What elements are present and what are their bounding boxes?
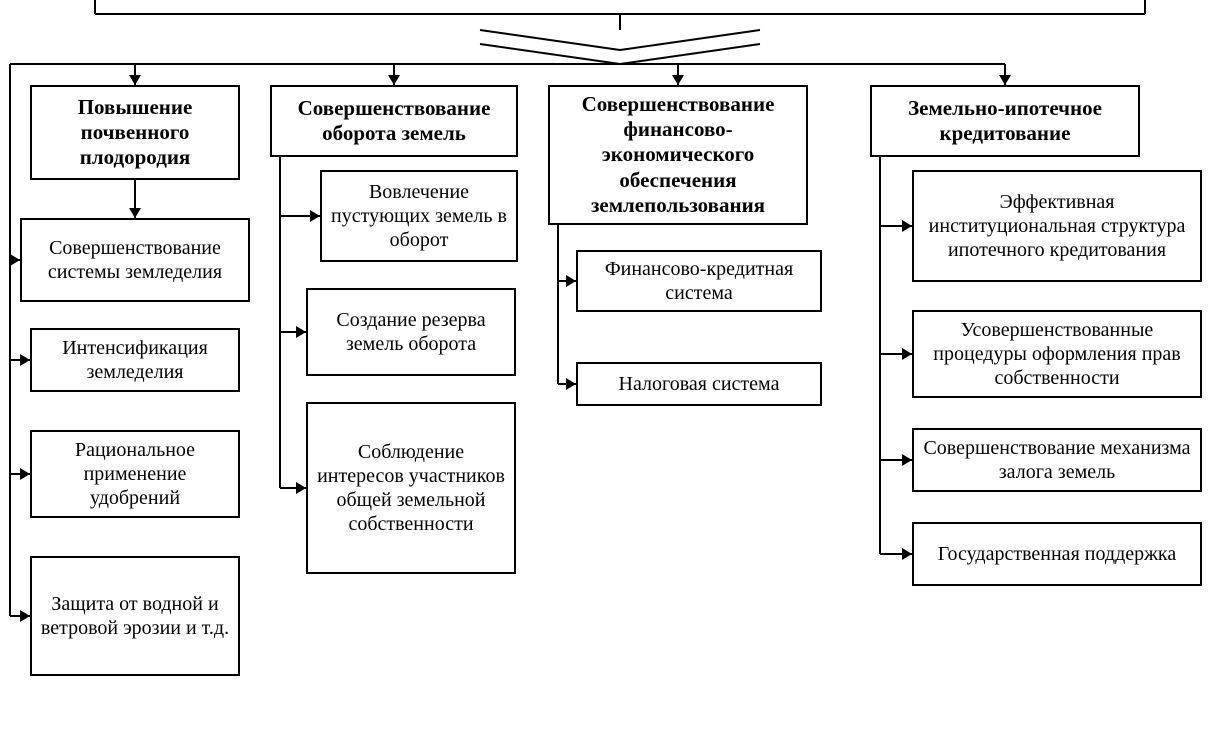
col4-header-label: Земельно-ипотечное кредитование (878, 96, 1132, 146)
col1-item-1: Интенсификация земледелия (30, 328, 240, 392)
col2-item-0-label: Вовлечение пустующих земель в оборот (328, 180, 510, 252)
col1-header: Повышение почвенного плодородия (30, 85, 240, 180)
diagram-canvas: Повышение почвенного плодородия Совершенс… (0, 0, 1232, 740)
col1-header-label: Повышение почвенного плодородия (38, 95, 232, 171)
col4-item-0-label: Эффективная институциональная структура … (920, 190, 1194, 262)
col2-header: Совершенствование оборота земель (270, 85, 518, 157)
col1-item-0: Совершенствование системы земледелия (20, 218, 250, 302)
col1-item-3-label: Защита от водной и ветровой эрозии и т.д… (38, 592, 232, 640)
col1-item-2: Рациональное применение удобрений (30, 430, 240, 518)
col4-item-0: Эффективная институциональная структура … (912, 170, 1202, 282)
col2-item-1-label: Создание резерва земель оборота (314, 308, 508, 356)
col2-item-2: Соблюдение интересов участников общей зе… (306, 402, 516, 574)
col4-item-3-label: Государственная поддержка (938, 542, 1176, 566)
col1-item-3: Защита от водной и ветровой эрозии и т.д… (30, 556, 240, 676)
col4-item-3: Государственная поддержка (912, 522, 1202, 586)
col2-header-label: Совершенствование оборота земель (278, 96, 510, 146)
col3-item-1: Налоговая система (576, 362, 822, 406)
col4-header: Земельно-ипотечное кредитование (870, 85, 1140, 157)
col2-item-0: Вовлечение пустующих земель в оборот (320, 170, 518, 262)
col1-item-1-label: Интенсификация земледелия (38, 336, 232, 384)
col4-item-2-label: Совершенствование механизма залога земел… (920, 436, 1194, 484)
col3-header-label: Совершенствование финансово-экономическо… (556, 92, 800, 218)
col2-item-1: Создание резерва земель оборота (306, 288, 516, 376)
col4-item-2: Совершенствование механизма залога земел… (912, 428, 1202, 492)
col1-item-2-label: Рациональное применение удобрений (38, 438, 232, 510)
col3-item-1-label: Налоговая система (619, 372, 780, 396)
col4-item-1: Усовершенствованные процедуры оформления… (912, 310, 1202, 398)
col4-item-1-label: Усовершенствованные процедуры оформления… (920, 318, 1194, 390)
col1-item-0-label: Совершенствование системы земледелия (28, 236, 242, 284)
col2-item-2-label: Соблюдение интересов участников общей зе… (314, 440, 508, 536)
col3-header: Совершенствование финансово-экономическо… (548, 85, 808, 225)
col3-item-0: Финансово-кредитная система (576, 250, 822, 312)
col3-item-0-label: Финансово-кредитная система (584, 257, 814, 305)
